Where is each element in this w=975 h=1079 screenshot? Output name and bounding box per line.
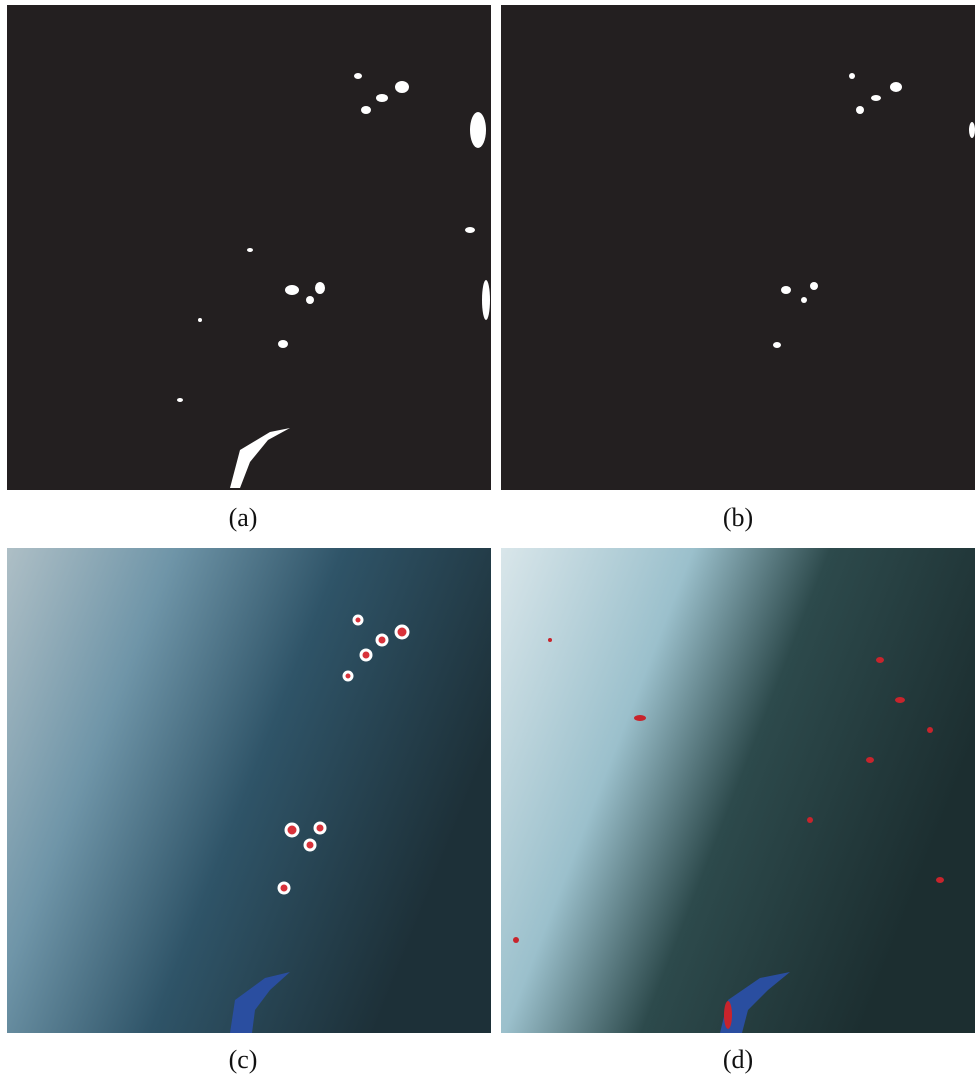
image	[501, 548, 975, 1033]
caption: (a)	[229, 503, 258, 532]
image	[7, 548, 491, 1033]
caption: (c)	[229, 1045, 258, 1074]
page: {"panels": [{"caption": "(a)"}, {"captio…	[0, 0, 975, 1079]
panel-b: (b)	[501, 5, 975, 532]
figure: (a) (b) (c)	[0, 0, 975, 1079]
panel-d: (d)	[501, 548, 975, 1074]
image	[501, 5, 975, 490]
image	[7, 5, 491, 490]
caption: (d)	[723, 1045, 753, 1074]
caption: (b)	[723, 503, 753, 532]
panel-c: (c)	[7, 548, 491, 1074]
panel-a: (a)	[7, 5, 491, 532]
